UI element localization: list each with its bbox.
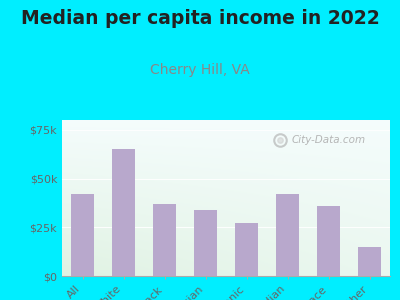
Bar: [194, 210, 217, 276]
Bar: [358, 247, 381, 276]
Bar: [112, 149, 135, 276]
Text: Cherry Hill, VA: Cherry Hill, VA: [150, 63, 250, 77]
Bar: [276, 194, 299, 276]
Bar: [153, 204, 176, 276]
Text: Median per capita income in 2022: Median per capita income in 2022: [21, 9, 379, 28]
Bar: [71, 194, 94, 276]
Bar: [235, 223, 258, 276]
Bar: [317, 206, 340, 276]
Text: City-Data.com: City-Data.com: [292, 135, 366, 145]
